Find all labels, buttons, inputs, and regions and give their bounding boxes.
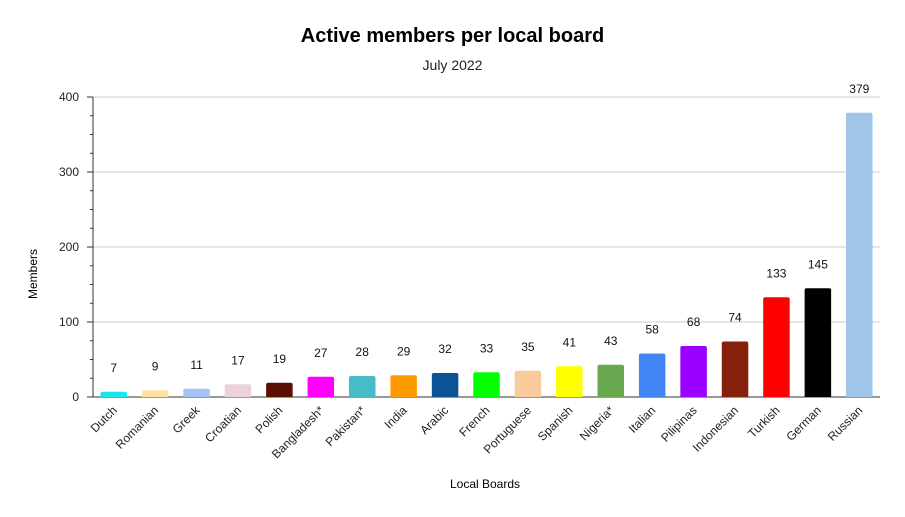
data-label: 35	[521, 340, 535, 354]
bar-nigeria	[597, 364, 625, 397]
data-label: 27	[314, 346, 328, 360]
x-tick-label: French	[456, 403, 492, 439]
data-label: 29	[397, 344, 411, 358]
x-tick-label: Romanian	[113, 403, 162, 452]
bar-polish	[266, 382, 293, 397]
bar-india	[390, 375, 417, 397]
data-label: 33	[480, 341, 494, 355]
x-tick-label: Spanish	[535, 403, 576, 444]
bar-dutch	[100, 391, 127, 397]
x-tick-label: Polish	[253, 403, 286, 436]
x-tick-label: India	[381, 403, 410, 432]
bar-russian	[846, 112, 873, 397]
bar-italian	[638, 353, 666, 397]
data-label: 7	[110, 361, 117, 375]
bar-turkish	[763, 297, 790, 397]
y-tick-label: 200	[59, 240, 79, 254]
gridlines	[93, 96, 880, 323]
x-tick-label: German	[783, 403, 824, 444]
data-labels: 7 9 11 17 19 27 28 29 32 33 35 41 43 58 68 74 133 145 379	[110, 82, 869, 375]
data-label: 58	[646, 323, 660, 337]
x-tick-label: Turkish	[745, 403, 782, 440]
y-tick-label: 400	[59, 90, 79, 104]
data-label: 19	[273, 352, 287, 366]
x-axis-label: Local Boards	[449, 477, 521, 491]
bar-pilipinas	[680, 346, 707, 397]
data-label: 145	[808, 257, 828, 271]
bar-romanian	[141, 390, 169, 397]
bar-german	[804, 288, 832, 397]
x-tick-label: Italian	[626, 403, 659, 436]
bar-croatian	[224, 384, 252, 397]
y-tick-label: 100	[59, 315, 79, 329]
x-tick-label: Russian	[825, 403, 866, 444]
bar-french	[473, 372, 500, 397]
x-tick-label: Pilipinas	[658, 403, 700, 445]
data-label: 32	[438, 342, 452, 356]
bar-greek	[183, 388, 210, 397]
bar-indonesian	[721, 341, 749, 397]
y-axis: 0 100 200 300 400	[59, 90, 880, 404]
data-label: 28	[356, 345, 370, 359]
chart-title: Active members per local board	[300, 25, 605, 47]
x-tick-label: Croatian	[202, 403, 244, 445]
data-label: 41	[563, 335, 577, 349]
x-tick-label: Nigeria*	[577, 403, 617, 443]
y-tick-label: 0	[72, 390, 79, 404]
x-tick-label: Greek	[170, 403, 204, 437]
x-tick-label: Dutch	[88, 403, 120, 435]
x-tick-label: Pakistan*	[323, 403, 369, 449]
data-label: 9	[152, 359, 159, 373]
bar-bangladesh	[307, 376, 335, 397]
data-label: 43	[604, 334, 618, 348]
bar-arabic	[431, 373, 459, 397]
data-label: 379	[849, 82, 869, 96]
bar-pakistan	[348, 376, 376, 397]
bars	[100, 112, 873, 397]
data-label: 68	[687, 315, 701, 329]
data-label: 74	[728, 311, 742, 325]
data-label: 11	[190, 358, 203, 372]
data-label: 133	[766, 266, 786, 280]
y-tick-label: 300	[59, 165, 79, 179]
x-tick-label: Arabic	[417, 403, 451, 437]
bar-spanish	[556, 366, 583, 397]
data-label: 17	[231, 353, 245, 367]
chart-subtitle: July 2022	[422, 57, 483, 73]
bar-portuguese	[514, 370, 542, 397]
